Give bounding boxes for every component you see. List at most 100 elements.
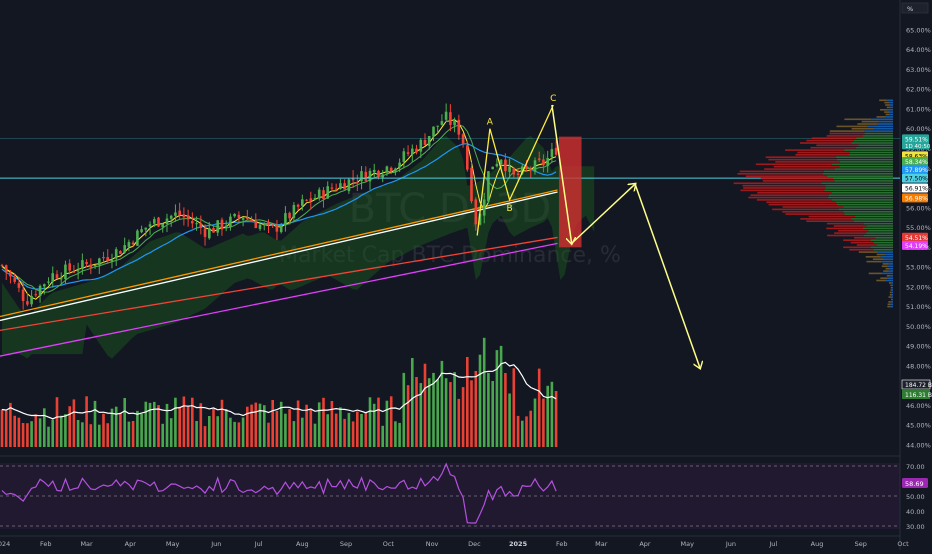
volume-profile-bar: [885, 104, 890, 106]
rsi-tick-label: 50.00: [906, 493, 925, 501]
volume-profile-bar: [772, 208, 839, 211]
candle-body: [504, 159, 507, 172]
x-tick-label: Dec: [468, 540, 481, 548]
volume-profile-bar: [886, 275, 891, 277]
volume-ma-badge: [902, 390, 930, 399]
volume-profile-bar: [888, 263, 893, 265]
volume-bar: [59, 415, 63, 447]
volume-profile-bar: [823, 173, 893, 175]
candle-body: [334, 188, 338, 190]
volume-bar: [364, 412, 368, 447]
volume-ma-label: 116.31 B: [905, 392, 932, 399]
rsi-current-label: 58.69: [905, 480, 924, 488]
volume-profile-bar: [762, 180, 835, 182]
volume-bar: [546, 385, 549, 447]
volume-profile-bar: [844, 213, 893, 215]
volume-bar: [216, 416, 219, 447]
y-tick-label: 44.00%: [906, 442, 931, 450]
volume-profile-bar: [851, 127, 875, 130]
volume-profile-bar: [757, 192, 832, 194]
volume-profile-bar: [890, 305, 893, 308]
candle-body: [30, 296, 33, 305]
volume-bar: [453, 372, 456, 447]
candle-body: [440, 121, 444, 125]
volume-profile-bar: [843, 239, 871, 241]
volume-bar: [258, 403, 262, 447]
volume-bar: [516, 415, 520, 447]
candle-body: [457, 119, 461, 135]
candle-body: [47, 281, 50, 283]
volume-bar: [98, 424, 101, 447]
candle-body: [482, 199, 486, 216]
volume-bar: [419, 383, 423, 447]
volume-bar: [372, 403, 376, 447]
volume-profile-bar: [838, 229, 869, 232]
volume-profile-bar: [775, 161, 840, 163]
candle-body: [512, 168, 516, 175]
candle-body: [241, 218, 245, 220]
candle-body: [123, 245, 126, 253]
candle-body: [508, 166, 511, 172]
volume-bar: [521, 420, 524, 447]
wave-label-a: A: [487, 118, 494, 128]
volume-bar: [9, 402, 12, 447]
volume-profile-bar: [835, 168, 893, 170]
volume-bar: [220, 399, 224, 447]
volume-profile-bar: [833, 225, 867, 227]
volume-profile-bar: [826, 175, 893, 177]
volume-bar: [110, 408, 114, 447]
candle-body: [114, 249, 118, 259]
x-tick-label: Aug: [296, 540, 309, 548]
volume-bar: [449, 382, 452, 447]
candle-body: [411, 148, 414, 155]
volume-bar: [495, 350, 499, 447]
volume-bar: [525, 416, 528, 447]
x-tick-label: Jun: [725, 540, 736, 548]
candle-body: [174, 212, 177, 216]
candle-body: [554, 147, 558, 155]
volume-profile-bar: [828, 194, 893, 196]
candle-body: [203, 228, 207, 237]
volume-profile-bar: [882, 272, 893, 275]
volume-profile-bar: [760, 177, 834, 180]
candle-body: [309, 198, 313, 202]
volume-bar: [212, 408, 215, 447]
candle-body: [436, 125, 439, 127]
volume-profile-bar: [740, 189, 825, 192]
volume-profile-bar: [881, 265, 888, 268]
candle-body: [0, 264, 4, 266]
volume-bar: [153, 401, 156, 447]
y-tick-label: 46.00%: [906, 402, 931, 410]
red-zone: [558, 136, 582, 248]
volume-bar: [246, 406, 249, 447]
candle-body: [72, 271, 76, 273]
volume-profile-bar: [861, 120, 879, 123]
volume-bar: [351, 421, 355, 447]
volume-bar: [224, 409, 228, 447]
volume-profile-bar: [886, 106, 891, 109]
wave-label-b: B: [507, 204, 513, 214]
candle-body: [326, 186, 329, 199]
y-tick-label: 65.00%: [906, 26, 931, 34]
volume-bar: [178, 406, 181, 447]
candle-body: [76, 270, 80, 272]
ichimoku-cloud: [2, 136, 595, 359]
candle-body: [423, 140, 427, 145]
candle-body: [17, 283, 21, 288]
candle-body: [313, 197, 317, 200]
candle-body: [55, 274, 59, 279]
volume-bar: [229, 417, 232, 447]
candle-body: [279, 225, 283, 233]
volume-profile-bar: [829, 132, 865, 135]
x-tick-label: 2024: [0, 540, 10, 548]
candle-body: [51, 273, 54, 282]
candle-body: [419, 139, 423, 152]
candle-body: [317, 189, 321, 199]
volume-profile-bar: [854, 220, 893, 222]
volume-profile-bar: [835, 156, 893, 158]
candle-body: [351, 178, 355, 181]
volume-profile-bar: [808, 215, 856, 218]
candle-body: [161, 223, 164, 228]
volume-profile-bar: [891, 298, 893, 301]
